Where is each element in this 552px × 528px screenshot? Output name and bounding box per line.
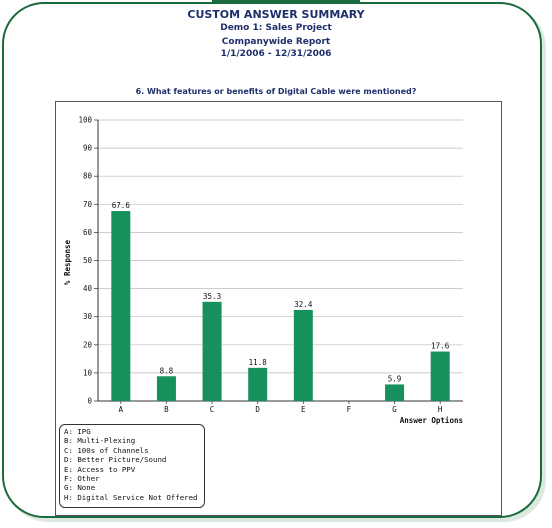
x-axis-title: Answer Options: [400, 416, 463, 425]
legend-item-b: B: Multi-Plexing: [64, 436, 136, 446]
xtick-label-a: A: [119, 405, 124, 414]
ytick-label-40: 40: [83, 284, 93, 293]
data-label-e: 32.4: [294, 300, 313, 309]
ytick-label-70: 70: [83, 200, 93, 209]
chart-panel: 0 10 20 30 40 50 60 70 80 90 100 67.6 A 8.8 B 35.3 C 11.8…: [55, 101, 502, 516]
data-label-c: 35.3: [203, 292, 221, 301]
xtick-label-f: F: [347, 405, 352, 414]
project-name: Demo 1: Sales Project: [220, 23, 332, 33]
bar-a: [111, 211, 131, 401]
report-name: Companywide Report: [221, 37, 331, 47]
bar-g: [385, 384, 405, 401]
legend-item-h: H: Digital Service Not Offered: [64, 492, 198, 502]
ytick-label-20: 20: [83, 340, 93, 349]
xtick-label-c: C: [210, 405, 215, 414]
ytick-label-30: 30: [83, 312, 93, 321]
xtick-label-b: B: [164, 405, 169, 414]
legend-item-d: D: Better Picture/Sound: [64, 455, 167, 465]
legend-item-g: G: None: [64, 483, 96, 493]
ytick-label-0: 0: [87, 397, 92, 406]
ytick-label-50: 50: [83, 256, 93, 265]
data-label-g: 5.9: [388, 374, 402, 383]
data-label-a: 67.6: [112, 201, 131, 210]
ytick-label-60: 60: [83, 228, 93, 237]
data-label-b: 8.8: [160, 366, 174, 375]
legend-item-f: F: Other: [64, 474, 100, 484]
legend-item-c: C: 100s of Channels: [64, 445, 149, 455]
data-label-h: 17.6: [431, 342, 450, 351]
top-accent-bar: [212, 0, 360, 4]
bar-d: [248, 367, 268, 401]
ytick-label-10: 10: [83, 368, 93, 377]
report-title: CUSTOM ANSWER SUMMARY: [187, 8, 365, 21]
bar-h: [430, 351, 450, 401]
legend-item-a: A: IPG: [64, 427, 91, 436]
ytick-label-100: 100: [78, 116, 92, 125]
ytick-label-80: 80: [83, 172, 93, 181]
answer-legend: A: IPG B: Multi-Plexing C: 100s of Chann…: [59, 424, 205, 508]
bar-e: [293, 309, 313, 401]
xtick-label-g: G: [392, 405, 397, 414]
legend-item-e: E: Access to PPV: [64, 464, 136, 474]
data-label-d: 11.8: [249, 358, 268, 367]
date-range: 1/1/2006 - 12/31/2006: [220, 49, 332, 59]
xtick-label-h: H: [438, 405, 443, 414]
y-axis-title: % Response: [63, 239, 72, 285]
bar-b: [156, 376, 176, 401]
ytick-label-90: 90: [83, 144, 93, 153]
question-title: 6. What features or benefits of Digital …: [135, 87, 417, 96]
bar-c: [202, 301, 222, 401]
xtick-label-e: E: [301, 405, 306, 414]
xtick-label-d: D: [255, 405, 260, 414]
bar-chart: 0 10 20 30 40 50 60 70 80 90 100 67.6 A 8.8 B 35.3 C 11.8…: [63, 116, 463, 425]
